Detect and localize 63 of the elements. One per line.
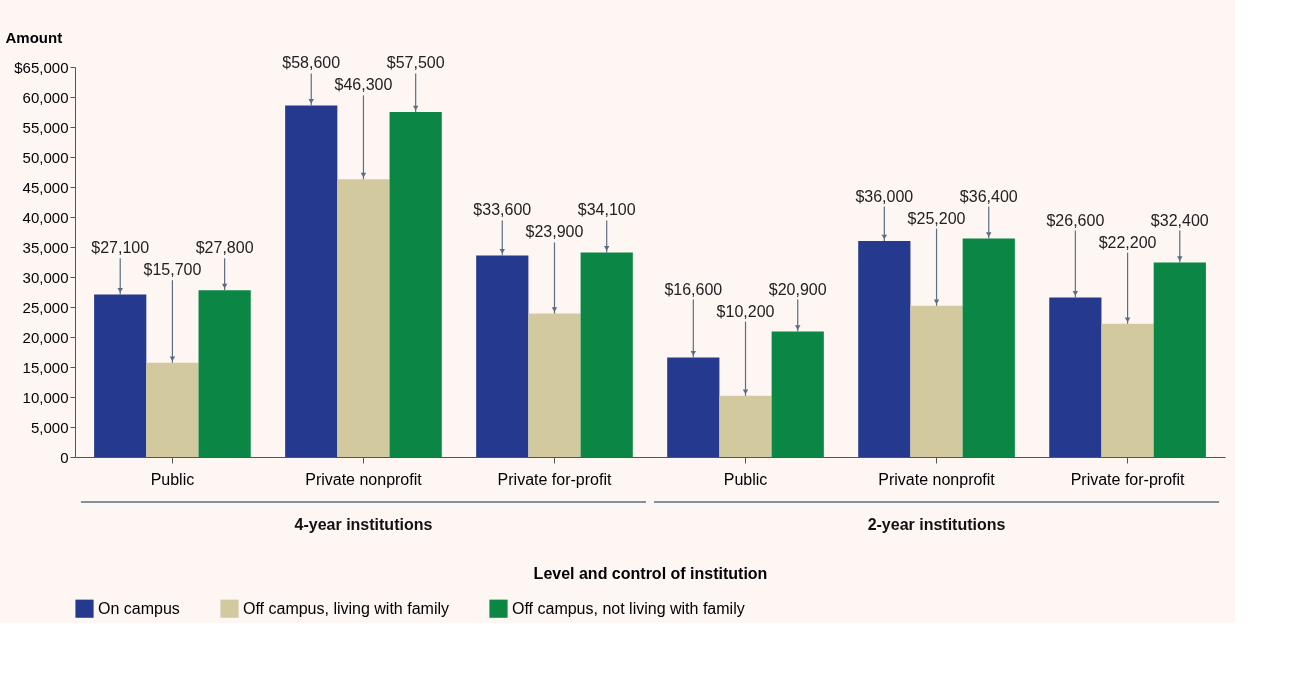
- bar: [1153, 262, 1206, 457]
- y-tick-label: $65,000: [14, 58, 69, 76]
- y-tick-label: 60,000: [22, 88, 69, 106]
- bar: [580, 252, 633, 457]
- data-label: $27,100: [91, 239, 150, 257]
- bar: [476, 255, 529, 457]
- x-tick-label: Private for-profit: [1070, 470, 1186, 488]
- data-label: $27,800: [195, 239, 254, 257]
- bar: [719, 395, 772, 457]
- y-tick-label: 45,000: [22, 178, 69, 196]
- legend-label: On campus: [98, 599, 180, 617]
- data-label: $26,600: [1046, 211, 1105, 229]
- bar: [146, 362, 199, 457]
- bar: [910, 305, 963, 457]
- bar: [962, 238, 1015, 457]
- x-tick-label: Public: [723, 470, 768, 488]
- bar: [94, 294, 147, 457]
- data-label: $36,400: [959, 187, 1018, 205]
- y-tick-label: 35,000: [22, 238, 69, 256]
- x-tick-label: Private nonprofit: [878, 470, 996, 488]
- y-tick-label: 20,000: [22, 328, 69, 346]
- y-tick-label: 50,000: [22, 148, 69, 166]
- data-label: $10,200: [716, 302, 775, 320]
- y-tick-label: 0: [60, 448, 69, 466]
- data-label: $36,000: [855, 187, 914, 205]
- data-label: $34,100: [577, 201, 636, 219]
- data-label: $22,200: [1098, 233, 1157, 251]
- bar: [198, 290, 251, 457]
- data-label: $32,400: [1150, 211, 1209, 229]
- y-tick-label: 10,000: [22, 388, 69, 406]
- data-label: $16,600: [664, 280, 723, 298]
- data-label: $58,600: [282, 54, 341, 72]
- bar: [337, 179, 390, 457]
- text: 4-year institutions: [294, 516, 433, 533]
- data-label: $33,600: [473, 201, 532, 219]
- x-tick-label: Public: [150, 470, 195, 488]
- bar: [1101, 323, 1154, 457]
- y-tick-label: 40,000: [22, 208, 69, 226]
- y-tick-label: 25,000: [22, 298, 69, 316]
- legend-label: Off campus, living with family: [243, 599, 449, 617]
- x-tick-label: Private for-profit: [497, 470, 612, 488]
- data-label: $20,900: [768, 280, 827, 298]
- x-tick-label: Private nonprofit: [305, 470, 423, 488]
- data-label: $15,700: [143, 261, 202, 279]
- text: 2-year institutions: [867, 516, 1006, 533]
- bar: [389, 112, 442, 457]
- data-label: $57,500: [386, 54, 445, 72]
- y-tick-label: 15,000: [22, 358, 69, 376]
- y-tick-label: 5,000: [30, 418, 69, 436]
- data-label: $46,300: [334, 76, 393, 94]
- x-axis-title: Level and control of institution: [533, 564, 768, 582]
- y-axis-title: Amount: [5, 28, 63, 46]
- bar: [528, 313, 581, 457]
- bar: [771, 331, 824, 457]
- bar: [858, 241, 911, 457]
- bar: [285, 105, 338, 457]
- data-label: $25,200: [907, 209, 966, 227]
- y-tick-label: 30,000: [22, 268, 69, 286]
- legend-label: Off campus, not living with family: [512, 599, 745, 617]
- bar: [667, 357, 720, 457]
- data-label: $23,900: [525, 223, 584, 241]
- y-tick-label: 55,000: [22, 118, 69, 136]
- bar: [1049, 297, 1102, 457]
